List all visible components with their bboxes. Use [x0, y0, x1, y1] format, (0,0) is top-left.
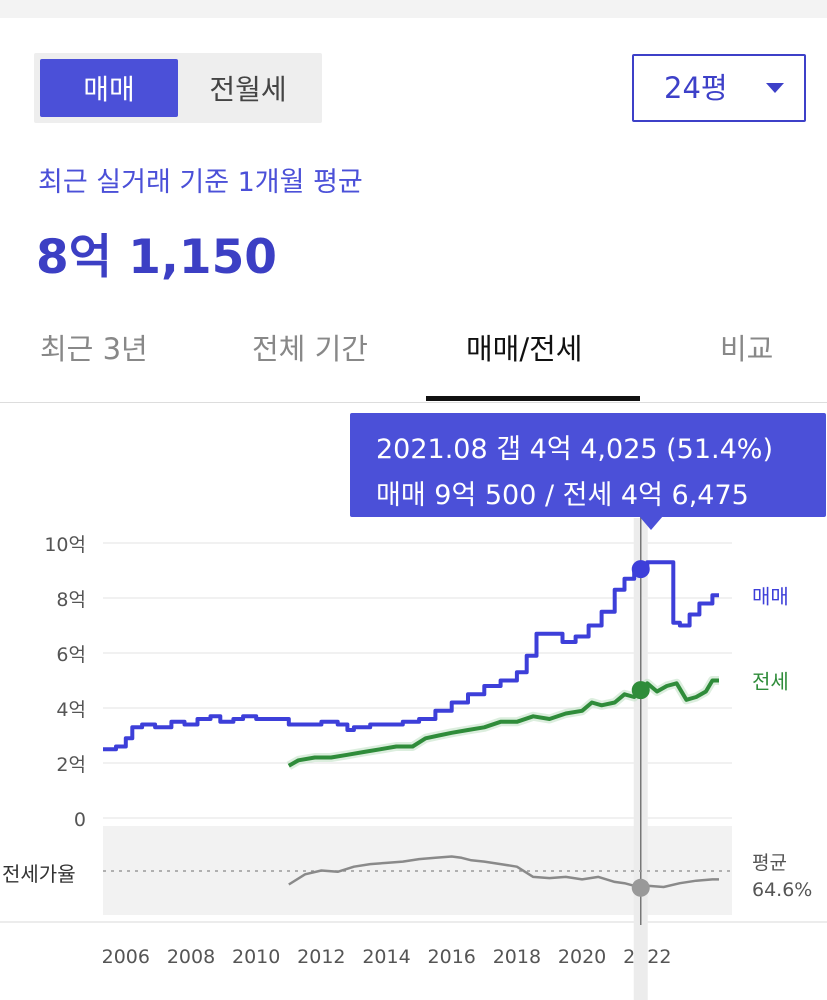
tab-recent-3y[interactable]: 최근 3년: [40, 332, 148, 366]
price-subtitle: 최근 실거래 기준 1개월 평균: [38, 167, 363, 198]
x-tick-label: 2020: [558, 946, 606, 968]
area-select-value: 24평: [664, 71, 728, 105]
average-price: 8억 1,150: [36, 230, 277, 285]
sale-highlight-point: [631, 560, 650, 579]
tab-compare[interactable]: 비교: [720, 332, 774, 366]
x-tick-label: 2018: [493, 946, 541, 968]
x-tick-label: 2008: [167, 946, 215, 968]
jeonse-highlight-point: [631, 681, 650, 700]
x-tick-label: 2006: [102, 946, 150, 968]
jeonse-series-line: [287, 678, 719, 768]
y-tick-label: 8억: [56, 589, 86, 611]
x-tick-label: 2016: [428, 946, 476, 968]
ratio-average-value: 64.6%: [752, 879, 812, 901]
y-tick-label: 6억: [56, 644, 86, 666]
legend-jeonse: 전세: [752, 670, 789, 694]
x-tick-label: 2010: [232, 946, 280, 968]
tab-all-period[interactable]: 전체 기간: [252, 332, 368, 366]
area-select[interactable]: 24평: [632, 54, 806, 122]
ratio-highlight-point: [631, 878, 650, 897]
chevron-down-icon: [766, 83, 784, 93]
ratio-average-label: 평균: [752, 852, 787, 874]
tab-sale-jeonse[interactable]: 매매/전세: [466, 332, 583, 366]
period-tabs: 최근 3년 전체 기간 매매/전세 비교: [0, 312, 827, 403]
tab-sale[interactable]: 매매: [40, 59, 178, 117]
price-chart[interactable]: 0 2억 4억 6억 8억 10억 2006 2008 2010 2012 2014 2016 2018…: [0, 405, 827, 1000]
y-tick-label: 2억: [56, 754, 86, 776]
ratio-axis-label: 전세가율: [2, 862, 76, 886]
deal-type-toggle: 매매 전월세: [34, 53, 322, 123]
y-tick-label: 4억: [56, 699, 86, 721]
sale-series-line: [103, 560, 719, 752]
x-tick-label: 2014: [362, 946, 410, 968]
y-tick-label: 10억: [44, 534, 86, 556]
tab-rent[interactable]: 전월세: [209, 73, 287, 106]
tooltip-price-line: 매매 9억 500 / 전세 4억 6,475: [376, 480, 749, 511]
active-tab-underline: [426, 396, 640, 401]
tooltip-arrow: [639, 516, 663, 530]
y-tick-label: 0: [74, 809, 86, 831]
top-strip: [0, 0, 827, 18]
legend-sale: 매매: [752, 584, 789, 608]
tooltip-gap-line: 2021.08 갭 4억 4,025 (51.4%): [376, 434, 773, 465]
x-tick-label: 2012: [297, 946, 345, 968]
chart-tooltip: 2021.08 갭 4억 4,025 (51.4%) 매매 9억 500 / 전…: [350, 413, 826, 517]
